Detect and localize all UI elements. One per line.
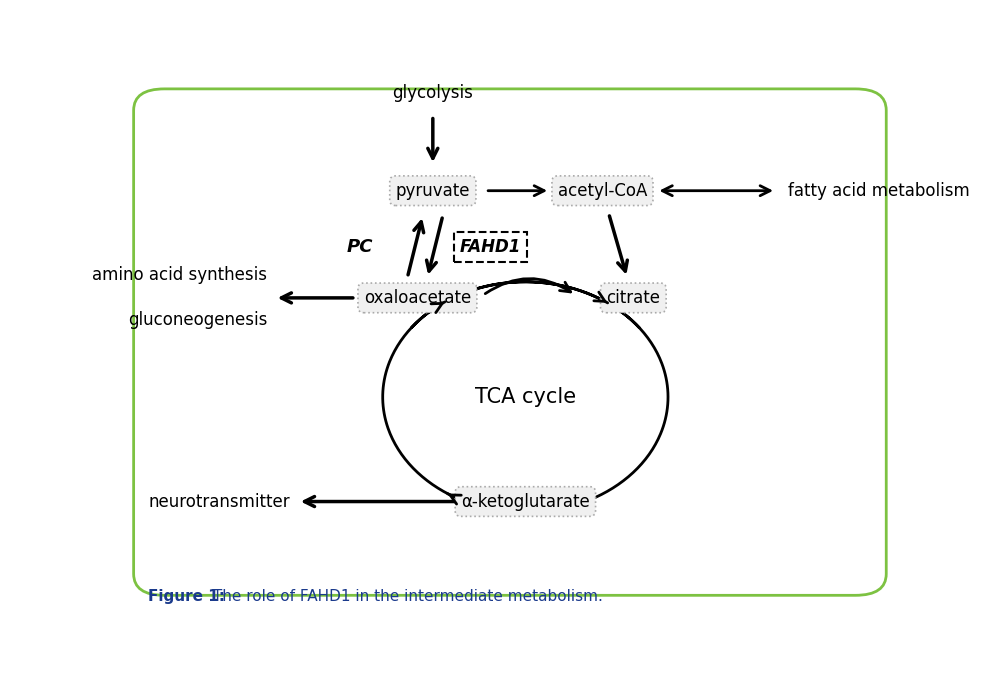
Text: citrate: citrate <box>605 289 660 307</box>
Text: FAHD1: FAHD1 <box>459 238 521 256</box>
Text: oxaloacetate: oxaloacetate <box>364 289 470 307</box>
Text: Figure 1:: Figure 1: <box>147 590 225 604</box>
Text: amino acid synthesis: amino acid synthesis <box>91 267 266 285</box>
Text: glycolysis: glycolysis <box>392 84 473 102</box>
Text: gluconeogenesis: gluconeogenesis <box>127 311 266 329</box>
Text: α-ketoglutarate: α-ketoglutarate <box>460 493 589 511</box>
Text: acetyl-CoA: acetyl-CoA <box>558 182 646 200</box>
Text: neurotransmitter: neurotransmitter <box>148 493 290 511</box>
Text: The role of FAHD1 in the intermediate metabolism.: The role of FAHD1 in the intermediate me… <box>208 590 602 604</box>
Text: pyruvate: pyruvate <box>396 182 469 200</box>
Text: PC: PC <box>346 238 373 256</box>
Text: fatty acid metabolism: fatty acid metabolism <box>787 182 968 200</box>
Text: TCA cycle: TCA cycle <box>474 387 576 407</box>
